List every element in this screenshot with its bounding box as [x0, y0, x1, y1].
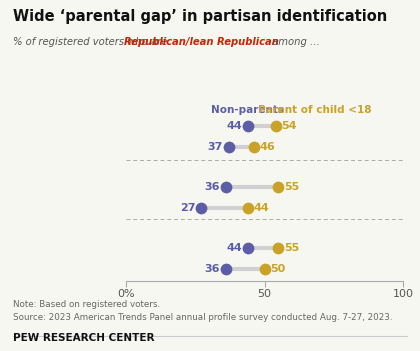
Point: [223, 184, 229, 190]
Text: Source: 2023 American Trends Panel annual profile survey conducted Aug. 7-27, 20: Source: 2023 American Trends Panel annua…: [13, 313, 392, 322]
Text: 46: 46: [259, 143, 275, 152]
Text: Note: Based on registered voters.: Note: Based on registered voters.: [13, 300, 160, 309]
Text: 54: 54: [281, 121, 297, 131]
Text: Wide ‘parental gap’ in partisan identification: Wide ‘parental gap’ in partisan identifi…: [13, 9, 387, 24]
Point: [275, 184, 282, 190]
Point: [223, 266, 229, 272]
Text: 27: 27: [180, 203, 195, 213]
Text: Non-parents: Non-parents: [211, 105, 284, 115]
Text: Parent of child <18: Parent of child <18: [258, 105, 371, 115]
Text: 50: 50: [270, 264, 286, 274]
Point: [250, 145, 257, 150]
Text: 55: 55: [284, 182, 299, 192]
Text: 55: 55: [284, 243, 299, 253]
Text: Republican/lean Republican: Republican/lean Republican: [124, 37, 279, 47]
Point: [244, 205, 251, 211]
Point: [244, 245, 251, 251]
Text: 36: 36: [205, 182, 220, 192]
Text: 44: 44: [227, 243, 242, 253]
Text: 37: 37: [207, 143, 223, 152]
Text: 36: 36: [205, 264, 220, 274]
Point: [275, 245, 282, 251]
Point: [244, 124, 251, 129]
Text: 44: 44: [254, 203, 269, 213]
Point: [272, 124, 279, 129]
Text: among …: among …: [269, 37, 320, 47]
Text: % of registered voters who are: % of registered voters who are: [13, 37, 170, 47]
Point: [197, 205, 204, 211]
Point: [225, 145, 232, 150]
Text: PEW RESEARCH CENTER: PEW RESEARCH CENTER: [13, 333, 154, 343]
Point: [261, 266, 268, 272]
Text: 44: 44: [227, 121, 242, 131]
